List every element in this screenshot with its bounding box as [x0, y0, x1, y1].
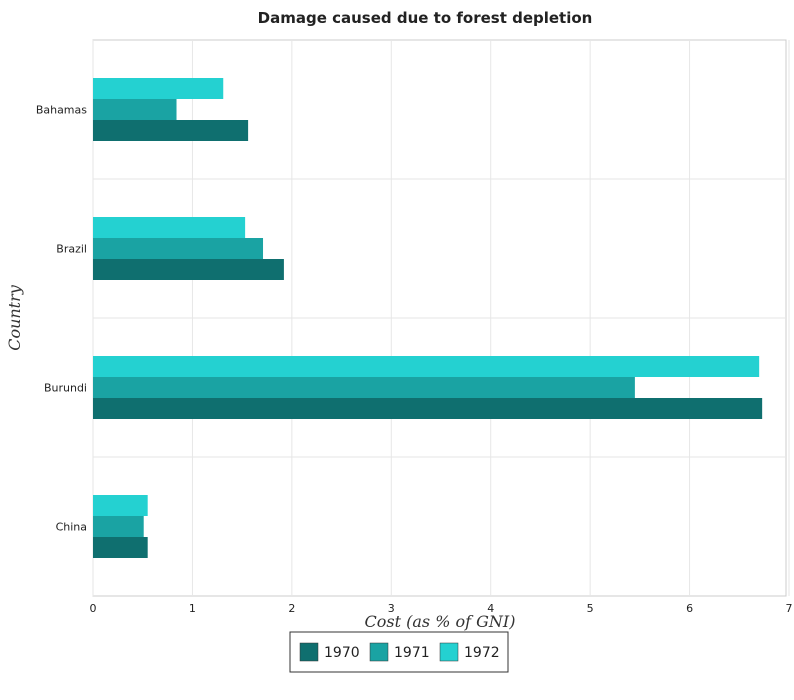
legend-label: 1970 [324, 645, 360, 661]
bar-1971-bahamas [93, 99, 177, 120]
bars [93, 78, 763, 558]
bar-1972-brazil [93, 217, 246, 238]
bar-1971-brazil [93, 238, 264, 259]
x-tick-label: 5 [587, 602, 594, 615]
bar-1971-china [93, 516, 144, 537]
x-tick-label: 7 [786, 602, 793, 615]
x-axis-label: Cost (as % of GNI) [365, 612, 516, 631]
x-tick-label: 4 [487, 602, 494, 615]
bar-1971-burundi [93, 377, 635, 398]
bar-1970-brazil [93, 259, 284, 280]
legend-swatch [299, 642, 319, 662]
bar-1970-bahamas [93, 120, 249, 141]
chart-title: Damage caused due to forest depletion [258, 9, 593, 27]
legend-box [289, 631, 509, 673]
bar-1972-burundi [93, 356, 760, 377]
x-tick-label: 0 [90, 602, 97, 615]
x-tick-labels: 0 1 2 3 4 5 6 7 [90, 602, 793, 615]
y-tick-label: Burundi [44, 382, 87, 395]
x-tick-label: 3 [388, 602, 395, 615]
y-tick-label: Brazil [56, 243, 87, 256]
x-tick-label: 6 [686, 602, 693, 615]
y-tick-label: China [56, 521, 87, 534]
bar-1972-bahamas [93, 78, 224, 99]
x-tick-label: 1 [189, 602, 196, 615]
bar-1970-china [93, 537, 148, 558]
x-tick-label: 2 [288, 602, 295, 615]
bar-1972-china [93, 495, 148, 516]
legend-label: 1971 [394, 645, 430, 661]
legend-swatch [369, 642, 389, 662]
y-tick-labels: Bahamas Brazil Burundi China [36, 104, 87, 534]
legend-label: 1972 [464, 645, 500, 661]
y-tick-label: Bahamas [36, 104, 87, 117]
legend: 1970 1971 1972 [289, 631, 509, 673]
bar-1970-burundi [93, 398, 763, 419]
y-axis-label: Country [5, 284, 24, 351]
legend-swatch [439, 642, 459, 662]
